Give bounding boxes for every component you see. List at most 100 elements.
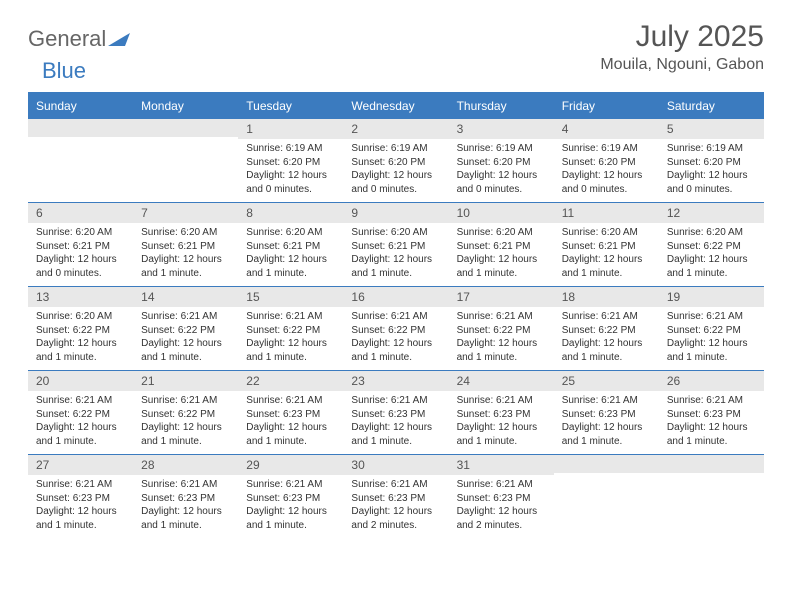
calendar-day-cell: 12Sunrise: 6:20 AMSunset: 6:22 PMDayligh…	[659, 203, 764, 287]
calendar-day-cell: 11Sunrise: 6:20 AMSunset: 6:21 PMDayligh…	[554, 203, 659, 287]
day-detail-line: Daylight: 12 hours	[351, 337, 440, 351]
day-detail-line: Sunset: 6:21 PM	[141, 240, 230, 254]
day-detail-line: Sunrise: 6:21 AM	[351, 310, 440, 324]
day-number: 11	[554, 203, 659, 223]
day-number: 5	[659, 119, 764, 139]
calendar-week-row: 6Sunrise: 6:20 AMSunset: 6:21 PMDaylight…	[28, 203, 764, 287]
day-detail-line: Sunrise: 6:20 AM	[246, 226, 335, 240]
calendar-day-cell: 9Sunrise: 6:20 AMSunset: 6:21 PMDaylight…	[343, 203, 448, 287]
day-details: Sunrise: 6:20 AMSunset: 6:21 PMDaylight:…	[343, 223, 448, 285]
day-number: 13	[28, 287, 133, 307]
day-detail-line: Daylight: 12 hours	[667, 169, 756, 183]
day-detail-line: Sunset: 6:23 PM	[351, 408, 440, 422]
day-detail-line: Daylight: 12 hours	[457, 337, 546, 351]
day-detail-line: and 0 minutes.	[667, 183, 756, 197]
logo-text-general: General	[28, 26, 106, 52]
day-detail-line: Sunset: 6:22 PM	[36, 408, 125, 422]
day-detail-line: Daylight: 12 hours	[562, 421, 651, 435]
day-number: 30	[343, 455, 448, 475]
day-detail-line: Sunrise: 6:20 AM	[36, 226, 125, 240]
day-detail-line: Daylight: 12 hours	[36, 505, 125, 519]
calendar-day-cell: 31Sunrise: 6:21 AMSunset: 6:23 PMDayligh…	[449, 455, 554, 539]
day-detail-line: Daylight: 12 hours	[562, 253, 651, 267]
day-number: 6	[28, 203, 133, 223]
day-number: 28	[133, 455, 238, 475]
day-detail-line: and 1 minute.	[141, 519, 230, 533]
day-detail-line: Sunset: 6:23 PM	[36, 492, 125, 506]
day-number: 27	[28, 455, 133, 475]
day-detail-line: Daylight: 12 hours	[562, 337, 651, 351]
logo-text-blue: Blue	[42, 58, 86, 83]
day-detail-line: Sunset: 6:20 PM	[667, 156, 756, 170]
day-header: Sunday	[28, 93, 133, 119]
day-number	[554, 455, 659, 473]
calendar-day-cell: 1Sunrise: 6:19 AMSunset: 6:20 PMDaylight…	[238, 119, 343, 203]
day-detail-line: Daylight: 12 hours	[457, 253, 546, 267]
day-details: Sunrise: 6:21 AMSunset: 6:23 PMDaylight:…	[28, 475, 133, 537]
day-detail-line: Sunset: 6:21 PM	[351, 240, 440, 254]
calendar-week-row: 27Sunrise: 6:21 AMSunset: 6:23 PMDayligh…	[28, 455, 764, 539]
day-number: 3	[449, 119, 554, 139]
day-detail-line: Daylight: 12 hours	[246, 337, 335, 351]
day-details: Sunrise: 6:21 AMSunset: 6:22 PMDaylight:…	[554, 307, 659, 369]
day-detail-line: Daylight: 12 hours	[141, 253, 230, 267]
day-detail-line: Sunrise: 6:19 AM	[351, 142, 440, 156]
day-detail-line: Sunset: 6:20 PM	[351, 156, 440, 170]
day-detail-line: and 0 minutes.	[562, 183, 651, 197]
day-number	[28, 119, 133, 137]
day-detail-line: Sunset: 6:23 PM	[141, 492, 230, 506]
day-detail-line: Sunset: 6:21 PM	[36, 240, 125, 254]
day-detail-line: Sunrise: 6:20 AM	[141, 226, 230, 240]
day-detail-line: Sunrise: 6:19 AM	[457, 142, 546, 156]
day-header: Friday	[554, 93, 659, 119]
day-details: Sunrise: 6:19 AMSunset: 6:20 PMDaylight:…	[238, 139, 343, 201]
day-detail-line: Sunset: 6:20 PM	[562, 156, 651, 170]
day-detail-line: Sunrise: 6:21 AM	[141, 310, 230, 324]
day-details: Sunrise: 6:19 AMSunset: 6:20 PMDaylight:…	[659, 139, 764, 201]
day-details: Sunrise: 6:21 AMSunset: 6:22 PMDaylight:…	[238, 307, 343, 369]
day-detail-line: Sunrise: 6:21 AM	[141, 478, 230, 492]
day-detail-line: Daylight: 12 hours	[141, 505, 230, 519]
day-number: 19	[659, 287, 764, 307]
day-number: 14	[133, 287, 238, 307]
day-detail-line: and 0 minutes.	[246, 183, 335, 197]
calendar-day-cell: 13Sunrise: 6:20 AMSunset: 6:22 PMDayligh…	[28, 287, 133, 371]
day-details: Sunrise: 6:20 AMSunset: 6:21 PMDaylight:…	[28, 223, 133, 285]
day-details: Sunrise: 6:21 AMSunset: 6:23 PMDaylight:…	[449, 475, 554, 537]
day-number: 4	[554, 119, 659, 139]
day-detail-line: Sunrise: 6:21 AM	[457, 394, 546, 408]
day-detail-line: Sunset: 6:21 PM	[246, 240, 335, 254]
day-number: 9	[343, 203, 448, 223]
day-details: Sunrise: 6:20 AMSunset: 6:22 PMDaylight:…	[28, 307, 133, 369]
day-detail-line: Sunrise: 6:20 AM	[562, 226, 651, 240]
day-detail-line: Sunrise: 6:21 AM	[36, 478, 125, 492]
day-detail-line: and 0 minutes.	[457, 183, 546, 197]
day-number: 1	[238, 119, 343, 139]
calendar-day-cell: 28 Sunrise: 6:21 AMSunset: 6:23 PMDayligh…	[133, 455, 238, 539]
day-details: Sunrise: 6:21 AMSunset: 6:23 PMDaylight:…	[343, 475, 448, 537]
day-number: 16	[343, 287, 448, 307]
day-detail-line: Sunset: 6:22 PM	[351, 324, 440, 338]
day-number: 8	[238, 203, 343, 223]
day-number: 20	[28, 371, 133, 391]
day-detail-line: and 1 minute.	[36, 435, 125, 449]
day-number: 21	[133, 371, 238, 391]
day-detail-line: Sunrise: 6:21 AM	[667, 310, 756, 324]
day-detail-line: Sunrise: 6:21 AM	[246, 310, 335, 324]
day-detail-line: Sunset: 6:20 PM	[457, 156, 546, 170]
day-detail-line: Daylight: 12 hours	[351, 421, 440, 435]
day-detail-line: Daylight: 12 hours	[667, 253, 756, 267]
calendar-day-cell: 25Sunrise: 6:21 AMSunset: 6:23 PMDayligh…	[554, 371, 659, 455]
day-details: Sunrise: 6:21 AMSunset: 6:22 PMDaylight:…	[659, 307, 764, 369]
day-detail-line: Sunrise: 6:21 AM	[562, 394, 651, 408]
day-details: Sunrise: 6:19 AMSunset: 6:20 PMDaylight:…	[554, 139, 659, 201]
day-detail-line: Daylight: 12 hours	[36, 253, 125, 267]
calendar-body: 1Sunrise: 6:19 AMSunset: 6:20 PMDaylight…	[28, 119, 764, 539]
day-details: Sunrise: 6:20 AMSunset: 6:21 PMDaylight:…	[554, 223, 659, 285]
day-details: Sunrise: 6:21 AMSunset: 6:23 PMDaylight:…	[238, 391, 343, 453]
day-details: Sunrise: 6:21 AMSunset: 6:22 PMDaylight:…	[133, 307, 238, 369]
day-number: 7	[133, 203, 238, 223]
day-number	[659, 455, 764, 473]
day-detail-line: Daylight: 12 hours	[351, 169, 440, 183]
day-detail-line: Sunset: 6:22 PM	[667, 324, 756, 338]
